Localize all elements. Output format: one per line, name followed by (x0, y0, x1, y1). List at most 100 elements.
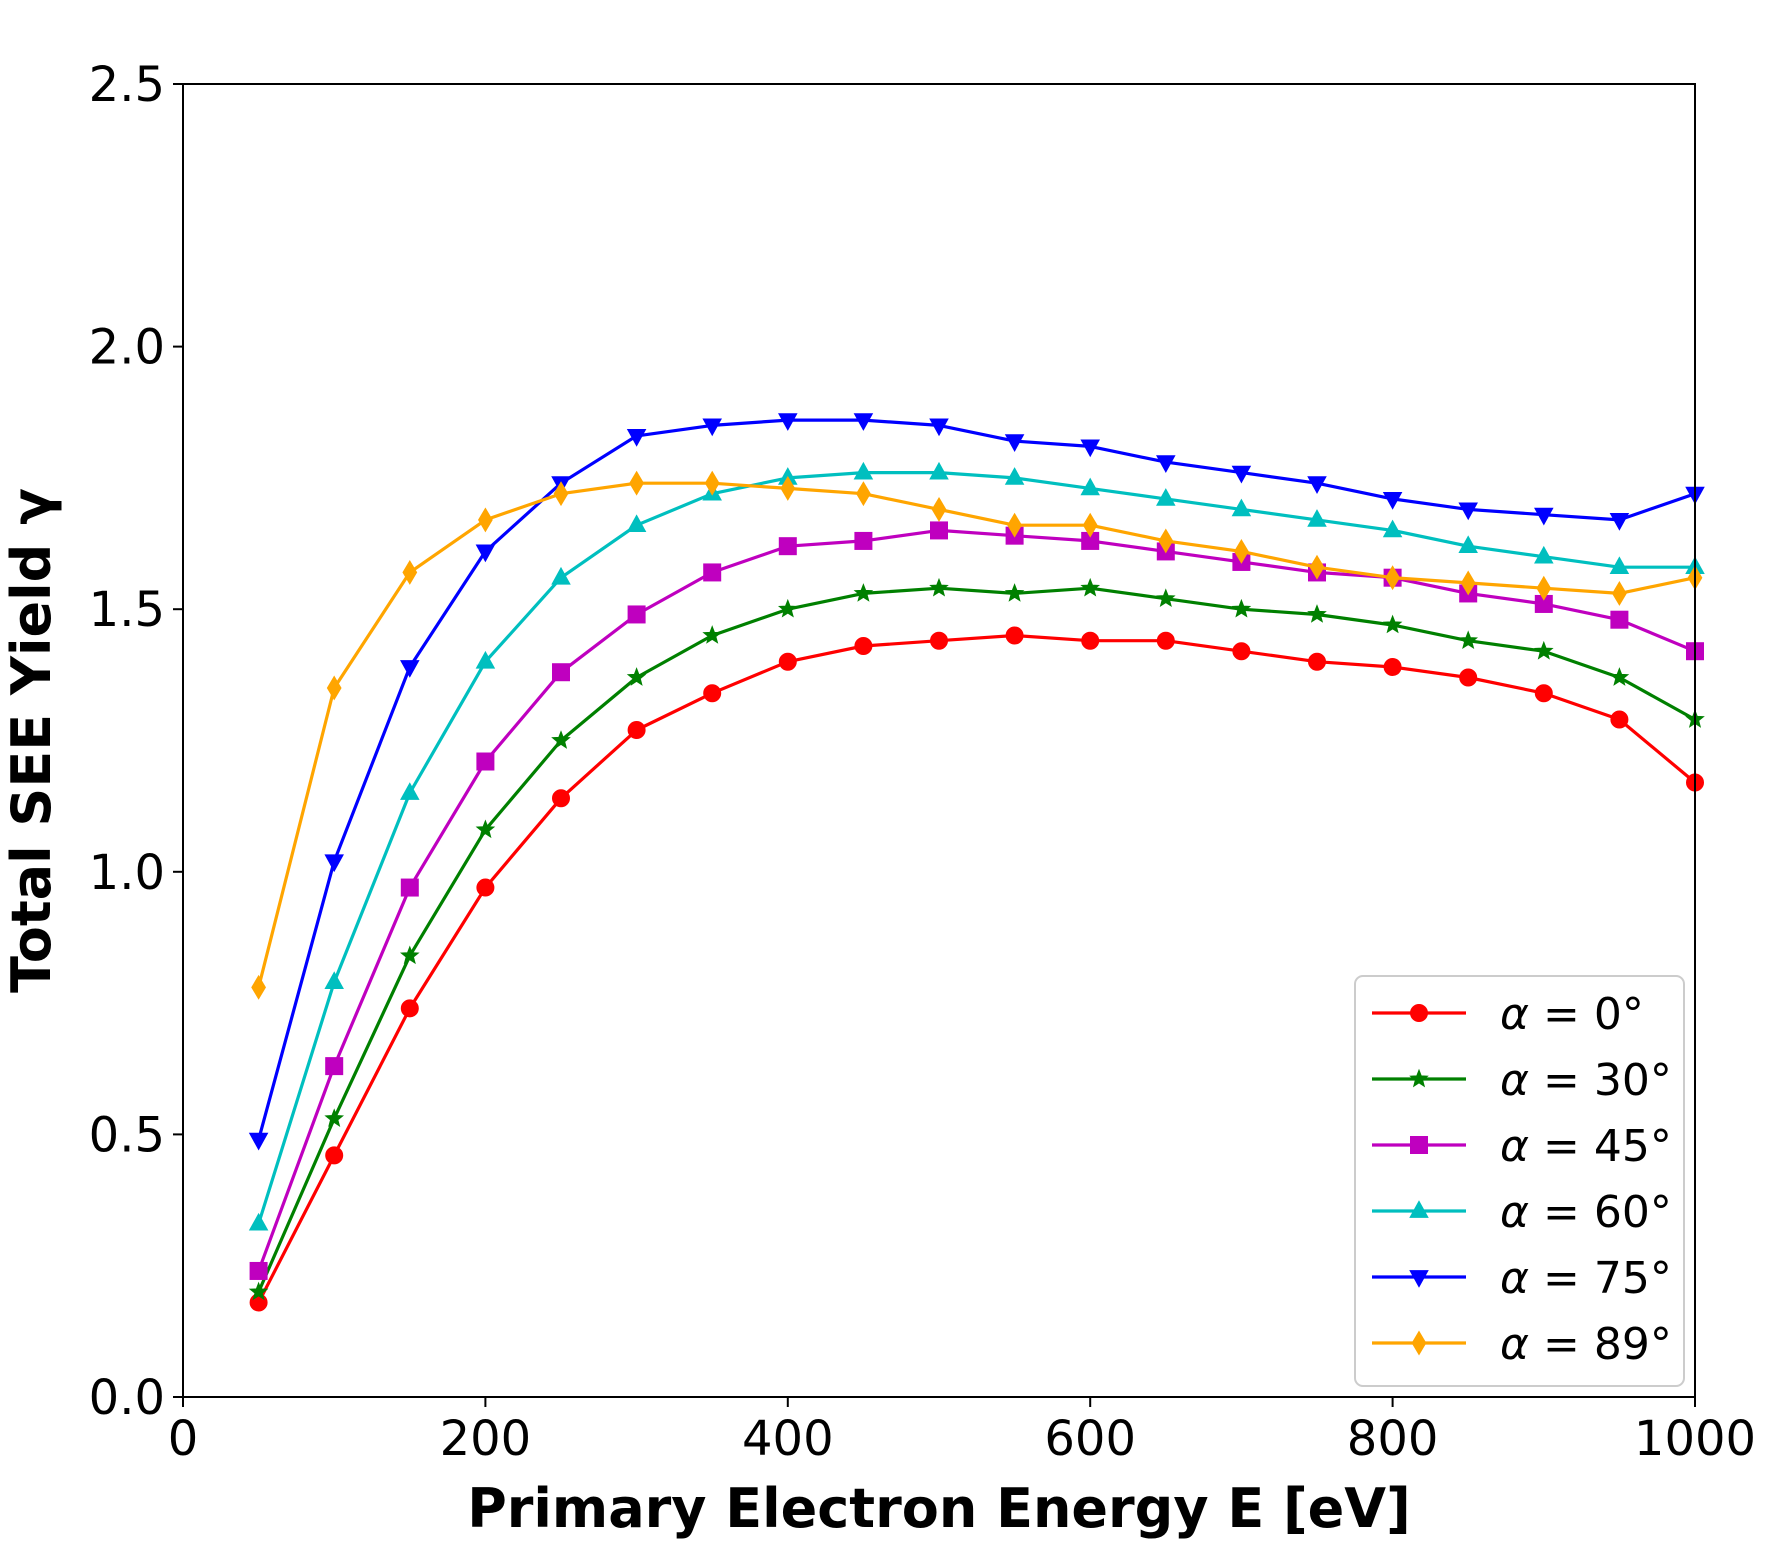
legend-label: α = 89° (1500, 1319, 1672, 1370)
legend-item: α = 0° (1372, 989, 1644, 1040)
data-point (475, 819, 496, 839)
data-point (325, 1146, 344, 1165)
legend-label-value: = 89° (1529, 1319, 1672, 1370)
data-point (1536, 575, 1552, 601)
data-point (856, 481, 871, 507)
data-point (1307, 476, 1327, 494)
legend-item: α = 75° (1372, 1253, 1672, 1304)
data-point (1534, 684, 1553, 703)
data-point (1082, 512, 1098, 538)
data-point (854, 636, 873, 655)
series-triangle-up (248, 461, 1705, 1231)
data-point (780, 475, 796, 501)
y-tick-label: 2.5 (89, 57, 165, 113)
data-point (248, 1281, 269, 1301)
legend-item: α = 30° (1372, 1055, 1672, 1106)
data-point (476, 752, 495, 771)
legend-label: α = 45° (1500, 1121, 1672, 1172)
data-point (324, 854, 344, 873)
data-point (929, 418, 949, 437)
data-point (248, 1132, 269, 1151)
x-axis-title: Primary Electron Energy E [eV] (467, 1477, 1411, 1540)
series-diamond (251, 470, 1703, 1000)
series-line (257, 471, 1695, 1225)
data-point (627, 720, 646, 739)
data-point (1080, 439, 1100, 458)
data-point (1007, 512, 1022, 538)
series-line (257, 586, 1696, 1293)
x-tick-label: 0 (168, 1411, 199, 1467)
y-tick-label: 0.5 (89, 1107, 165, 1163)
data-point (325, 1057, 344, 1076)
series-line (257, 418, 1696, 1141)
data-point (778, 652, 797, 671)
data-point (551, 566, 571, 585)
data-point (251, 974, 266, 1000)
legend-marker (1409, 1270, 1429, 1288)
data-point (248, 1212, 269, 1231)
data-point (402, 559, 418, 585)
series-triangle-down (248, 413, 1705, 1151)
legend-label-symbol: α (1500, 1319, 1529, 1370)
data-point (1382, 614, 1403, 634)
data-point (703, 563, 722, 582)
data-point (1382, 519, 1403, 538)
data-point (399, 945, 420, 965)
y-tick-label: 1.0 (89, 845, 165, 901)
data-point (1005, 626, 1024, 645)
data-point (1156, 488, 1176, 506)
legend-label-symbol: α (1500, 1121, 1529, 1172)
data-point (854, 531, 873, 550)
data-point (702, 418, 722, 437)
tick-layer: 0 200 400 600 800 1000 0.0 0.5 1.0 1.5 2.0 2.5 (89, 57, 1756, 1467)
legend-label: α = 60° (1500, 1187, 1672, 1238)
data-point (1232, 642, 1251, 661)
legend-label: α = 75° (1500, 1253, 1672, 1304)
y-tick-label: 1.5 (89, 582, 165, 638)
x-tick-label: 600 (1044, 1411, 1136, 1467)
data-point (1533, 640, 1554, 660)
legend-marker (1410, 1136, 1428, 1154)
data-point (324, 971, 344, 989)
legend-label-value: = 60° (1529, 1187, 1672, 1238)
y-tick-label: 0.0 (89, 1370, 165, 1426)
legend-label-symbol: α (1500, 989, 1529, 1040)
data-point (551, 730, 571, 749)
data-point (778, 537, 797, 556)
legend: α = 0°α = 30°α = 45°α = 60°α = 75°α = 89… (1354, 975, 1685, 1387)
data-point (626, 514, 647, 533)
data-point (1307, 509, 1327, 527)
legend-marker (1410, 1004, 1428, 1022)
data-point (777, 598, 798, 618)
data-point (1155, 588, 1176, 608)
data-point (1004, 467, 1025, 485)
data-point (702, 625, 723, 644)
data-point (853, 583, 874, 602)
data-point (1609, 667, 1630, 686)
legend-marker (1411, 1330, 1427, 1356)
data-point (930, 631, 948, 650)
data-point (400, 660, 420, 678)
data-point (853, 413, 874, 431)
data-point (249, 1261, 268, 1280)
data-point (1309, 554, 1325, 580)
data-point (1308, 652, 1326, 671)
legend-label-value: = 45° (1529, 1121, 1672, 1172)
data-point (929, 461, 949, 480)
plot-frame (182, 83, 1696, 1398)
data-point (1460, 570, 1476, 596)
data-point (1081, 631, 1100, 650)
data-point (778, 413, 798, 431)
data-point (1458, 535, 1478, 554)
data-point (626, 429, 647, 447)
data-point (1458, 630, 1479, 650)
legend-item: α = 60° (1372, 1187, 1672, 1238)
data-point (476, 878, 495, 897)
data-point (552, 663, 570, 682)
data-point (553, 481, 569, 507)
data-point (1080, 477, 1100, 496)
data-point (1156, 455, 1176, 473)
y-axis-title: Total SEE Yield γ (0, 488, 63, 993)
series-line (257, 528, 1696, 1272)
legend-label-value: = 75° (1529, 1253, 1672, 1304)
